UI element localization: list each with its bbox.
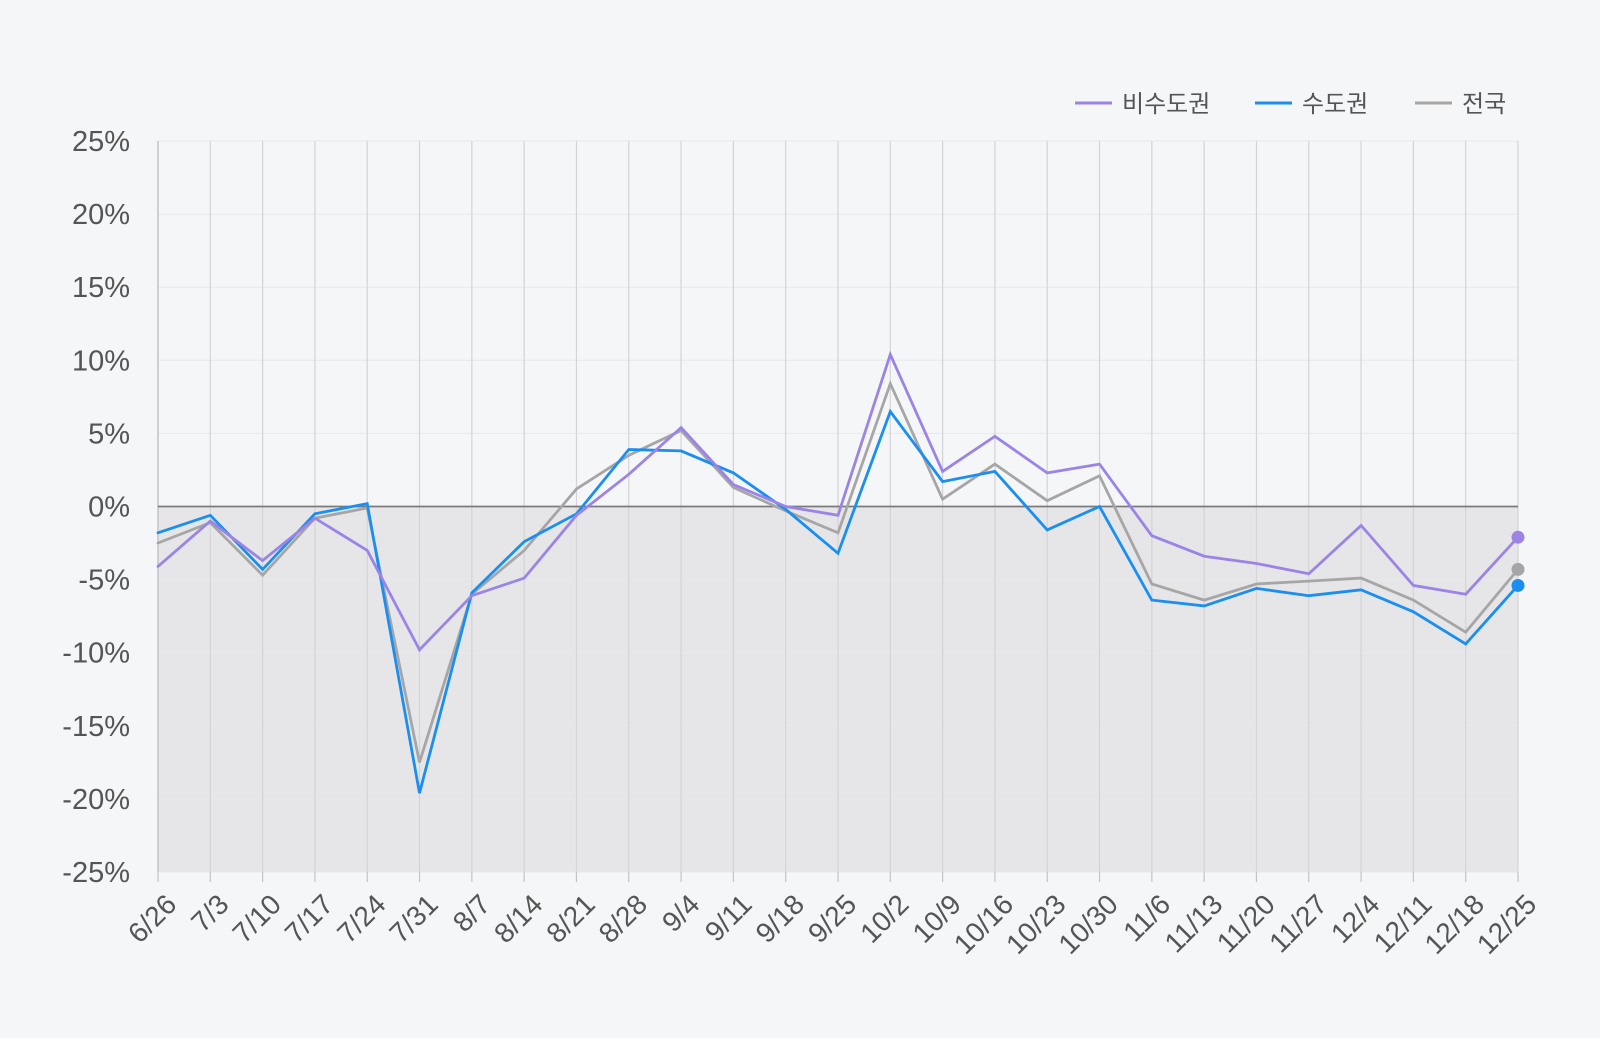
x-tick-label: 12/25	[1471, 888, 1542, 959]
x-tick-label: 6/26	[122, 888, 182, 948]
x-tick-label: 7/3	[185, 888, 234, 937]
series-line-1	[156, 408, 1520, 794]
x-tick-label: 7/17	[279, 888, 339, 948]
y-tick-label: 5%	[88, 418, 130, 450]
x-tick-label: 7/10	[227, 888, 287, 948]
legend-item-1[interactable]: 수도권	[1255, 90, 1368, 118]
x-tick-label: 12/18	[1419, 888, 1490, 959]
y-tick-label: -15%	[62, 711, 130, 743]
legend-label: 비수도권	[1122, 90, 1210, 118]
x-tick-label: 8/21	[540, 888, 600, 948]
legend-label: 수도권	[1302, 90, 1368, 118]
chart-legend: 비수도권 수도권 전국	[1075, 90, 1506, 118]
x-tick-label: 10/2	[854, 888, 914, 948]
y-tick-label: -5%	[78, 565, 130, 597]
x-tick-label: 10/16	[948, 888, 1019, 959]
x-tick-label: 10/23	[1000, 888, 1071, 959]
x-tick-label: 9/18	[750, 888, 810, 948]
x-tick-label: 10/30	[1052, 888, 1123, 959]
legend-label: 전국	[1462, 90, 1506, 118]
x-tick-label: 11/20	[1211, 888, 1281, 958]
series-end-point-0	[1511, 530, 1525, 544]
series-end-point-2	[1511, 562, 1525, 576]
legend-item-2[interactable]: 전국	[1415, 90, 1506, 118]
legend-item-0[interactable]: 비수도권	[1075, 90, 1210, 118]
x-tick-label: 7/24	[331, 888, 391, 948]
y-tick-label: 15%	[72, 272, 130, 304]
series-line-0	[156, 350, 1520, 653]
y-tick-label: 25%	[72, 126, 130, 158]
x-tick-label: 9/25	[802, 888, 862, 948]
y-tick-label: -20%	[62, 784, 130, 816]
x-tick-label: 11/27	[1263, 888, 1333, 958]
x-tick-label: 9/4	[656, 888, 705, 937]
x-tick-label: 8/14	[488, 888, 548, 948]
x-tick-label: 9/11	[699, 888, 758, 947]
series-end-point-1	[1511, 578, 1525, 592]
y-tick-label: -10%	[62, 638, 130, 670]
y-tick-label: 0%	[88, 492, 130, 524]
y-tick-label: 20%	[72, 199, 130, 231]
x-tick-label: 8/7	[447, 888, 496, 937]
y-tick-label: 10%	[72, 345, 130, 377]
chart-series	[156, 350, 1525, 794]
x-tick-label: 11/13	[1159, 888, 1229, 958]
y-tick-label: -25%	[62, 857, 130, 889]
x-tick-label: 7/31	[383, 888, 443, 948]
x-tick-label: 8/28	[593, 888, 653, 948]
